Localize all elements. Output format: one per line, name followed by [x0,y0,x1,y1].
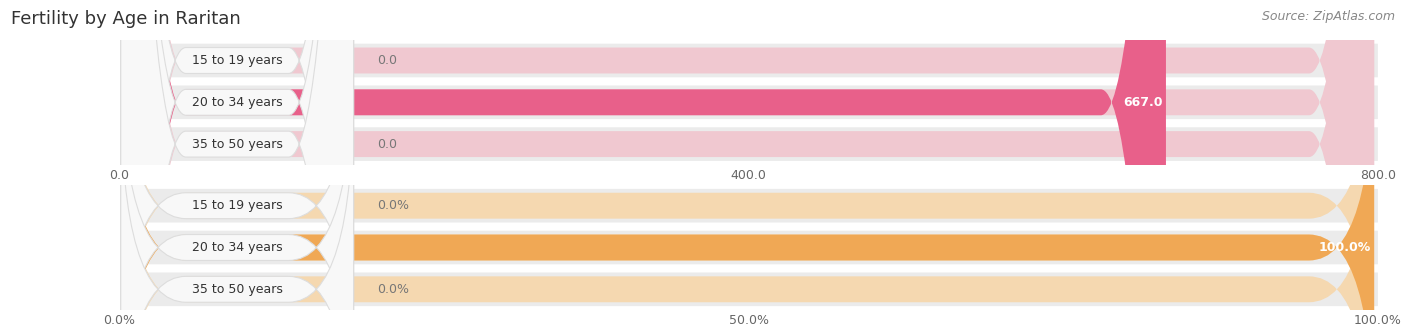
FancyBboxPatch shape [122,3,1374,330]
Text: 20 to 34 years: 20 to 34 years [191,241,283,254]
FancyBboxPatch shape [122,0,1374,330]
Text: 667.0: 667.0 [1123,96,1163,109]
FancyBboxPatch shape [120,44,1378,77]
Text: 0.0%: 0.0% [377,199,409,212]
FancyBboxPatch shape [122,0,1374,330]
Text: Source: ZipAtlas.com: Source: ZipAtlas.com [1261,10,1395,23]
Text: 100.0%: 100.0% [1317,241,1371,254]
FancyBboxPatch shape [121,0,353,330]
Text: 35 to 50 years: 35 to 50 years [191,138,283,150]
FancyBboxPatch shape [121,45,353,330]
FancyBboxPatch shape [120,273,1378,306]
FancyBboxPatch shape [120,231,1378,264]
Text: 0.0: 0.0 [377,138,398,150]
FancyBboxPatch shape [121,3,353,330]
FancyBboxPatch shape [122,45,1374,330]
FancyBboxPatch shape [121,86,353,330]
FancyBboxPatch shape [122,0,1374,330]
Text: 20 to 34 years: 20 to 34 years [191,96,283,109]
FancyBboxPatch shape [122,0,1166,330]
Text: 15 to 19 years: 15 to 19 years [191,54,283,67]
FancyBboxPatch shape [120,127,1378,161]
FancyBboxPatch shape [120,85,1378,119]
Text: 15 to 19 years: 15 to 19 years [191,199,283,212]
Text: Fertility by Age in Raritan: Fertility by Age in Raritan [11,10,240,28]
Text: 35 to 50 years: 35 to 50 years [191,283,283,296]
Text: 0.0%: 0.0% [377,283,409,296]
FancyBboxPatch shape [121,0,353,330]
Text: 0.0: 0.0 [377,54,398,67]
FancyBboxPatch shape [122,45,1374,330]
FancyBboxPatch shape [120,189,1378,222]
FancyBboxPatch shape [122,86,1374,330]
FancyBboxPatch shape [121,0,353,330]
